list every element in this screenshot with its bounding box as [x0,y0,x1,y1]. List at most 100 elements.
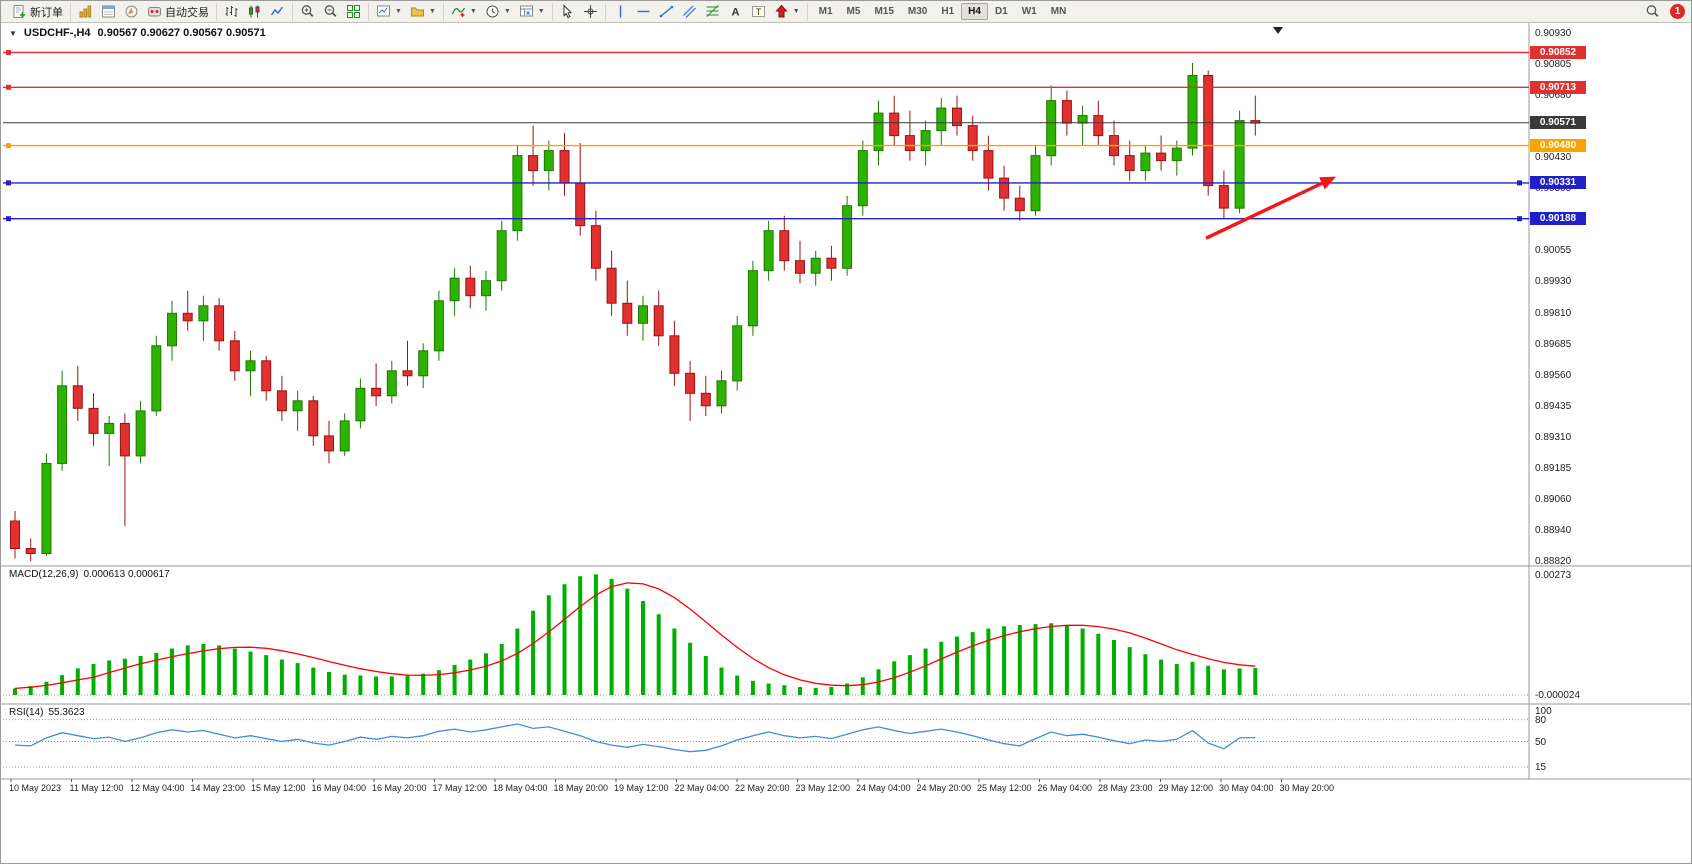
chart-bars-button[interactable] [220,2,243,21]
dropdown-caret-icon[interactable]: ▼ [395,8,402,15]
macd-name: MACD(12,26,9) [9,569,79,580]
toolbar-group [553,2,606,21]
new-chart-button[interactable]: ▼ [372,2,406,21]
horizontal-level-line[interactable] [3,216,1529,222]
equidistant-channel-button[interactable] [678,2,701,21]
text-button[interactable]: A [724,2,747,21]
price-axis-label: 0.90430 [1535,152,1572,164]
horizontal-level-line[interactable] [3,143,1529,149]
vline-icon [613,4,628,19]
time-axis-label: 25 May 12:00 [977,783,1032,793]
price-marker: 0.90480 [1530,139,1586,153]
chart-window[interactable]: ▼ USDCHF-,H4 0.90567 0.90627 0.90567 0.9… [1,23,1691,863]
navigator-button[interactable] [120,2,143,21]
macd-values: 0.000613 0.000617 [83,569,170,580]
zoom-out-button[interactable] [319,2,342,21]
text-icon: A [728,4,743,19]
time-axis-label: 22 May 20:00 [735,783,790,793]
autotrading-icon [147,4,162,19]
hline-icon [636,4,651,19]
toolbar-group: ▼ ▼ [369,2,444,21]
templates-button[interactable]: ▼ [515,2,549,21]
notification-badge[interactable]: 1 [1670,4,1685,19]
horizontal-level-line[interactable] [3,50,1529,55]
autotrading-label: 自动交易 [165,6,209,19]
profiles-button[interactable]: ▼ [406,2,440,21]
chart-line-icon [270,4,285,19]
trendline-icon [659,4,674,19]
time-axis-label: 18 May 04:00 [493,783,548,793]
cursor-icon [560,4,575,19]
price-chart [1,23,1691,863]
arrows-button[interactable]: ▼ [770,2,804,21]
dropdown-caret-icon[interactable]: ▼ [537,8,545,15]
dropdown-caret-icon[interactable]: ▼ [469,8,477,15]
macd-axis-min-label: -0.000024 [1535,690,1581,701]
rsi-name: RSI(14) [9,707,44,718]
vertical-line-button[interactable] [609,2,632,21]
chart-line-button[interactable] [266,2,289,21]
fibonacci-button[interactable] [701,2,724,21]
text-label-button[interactable]: T [747,2,770,21]
timeframe-d1-button[interactable]: D1 [988,3,1015,20]
timeframe-m1-button[interactable]: M1 [812,3,840,20]
timeframe-m30-button[interactable]: M30 [901,3,934,20]
horizontal-level-line[interactable] [3,180,1529,186]
toolbar-group [217,2,293,21]
svg-text:T: T [755,7,761,17]
timeframe-m15-button[interactable]: M15 [867,3,900,20]
price-axis-label: 0.90680 [1535,90,1572,102]
timeframe-mn-button[interactable]: MN [1044,3,1074,20]
cursor-button[interactable] [556,2,579,21]
horizontal-line-button[interactable] [632,2,655,21]
periods-button[interactable]: ▼ [481,2,515,21]
dropdown-caret-icon[interactable]: ▼ [428,8,436,15]
templates-icon [519,4,534,19]
search-button[interactable] [1641,2,1664,21]
market-watch-button[interactable] [74,2,97,21]
price-axis-label: 0.88940 [1535,524,1572,536]
timeframe-h1-button[interactable]: H1 [934,3,961,20]
time-axis-label: 26 May 04:00 [1037,783,1093,793]
timeframe-w1-button[interactable]: W1 [1015,3,1044,20]
price-marker: 0.90571 [1530,116,1586,130]
periods-icon [485,4,500,19]
time-axis-label: 17 May 12:00 [432,783,488,793]
rsi-axis-label: 100 [1535,706,1552,717]
chart-candles-button[interactable] [243,2,266,21]
time-axis-label: 24 May 04:00 [856,783,911,793]
chart-bars-icon [224,4,239,19]
toolbar-buttons: 新订单 自动交易 ▼ ▼ ▼ ▼ ▼ A T ▼ [5,1,808,22]
rsi-axis-label: 50 [1535,736,1547,748]
horizontal-level-line[interactable] [3,84,1529,90]
price-marker: 0.90713 [1530,80,1586,94]
chart-shift-marker-icon[interactable] [1273,27,1283,34]
crosshair-button[interactable] [579,2,602,21]
indicators-icon [451,4,466,19]
indicators-button[interactable]: ▼ [447,2,481,21]
timeframe-h4-button[interactable]: H4 [961,3,988,20]
toolbar-group [293,2,369,21]
profiles-icon [410,4,425,19]
chart-candles-icon [247,4,262,19]
price-axis-label: 0.89185 [1535,462,1572,474]
time-axis-label: 16 May 20:00 [372,783,427,793]
time-axis-label: 11 May 12:00 [69,783,124,793]
data-window-button[interactable] [97,2,120,21]
dropdown-caret-icon[interactable]: ▼ [503,8,511,15]
ohlc-values: 0.90567 0.90627 0.90567 0.90571 [97,27,266,39]
new-order-button[interactable]: 新订单 [8,2,67,22]
autotrading-button[interactable]: 自动交易 [143,2,213,22]
trend-arrow[interactable] [1205,176,1337,240]
text-label-icon: T [751,4,766,19]
dropdown-caret-icon[interactable]: ▼ [792,8,800,15]
time-axis-label: 30 May 20:00 [1279,783,1335,793]
trendline-button[interactable] [655,2,678,21]
tile-windows-button[interactable] [342,2,365,21]
chart-menu-caret-icon[interactable]: ▼ [9,28,17,38]
price-axis-label: 0.89060 [1535,493,1572,505]
timeframe-m5-button[interactable]: M5 [840,3,868,20]
zoom-in-button[interactable] [296,2,319,21]
toolbar-group: A T ▼ [606,2,808,21]
